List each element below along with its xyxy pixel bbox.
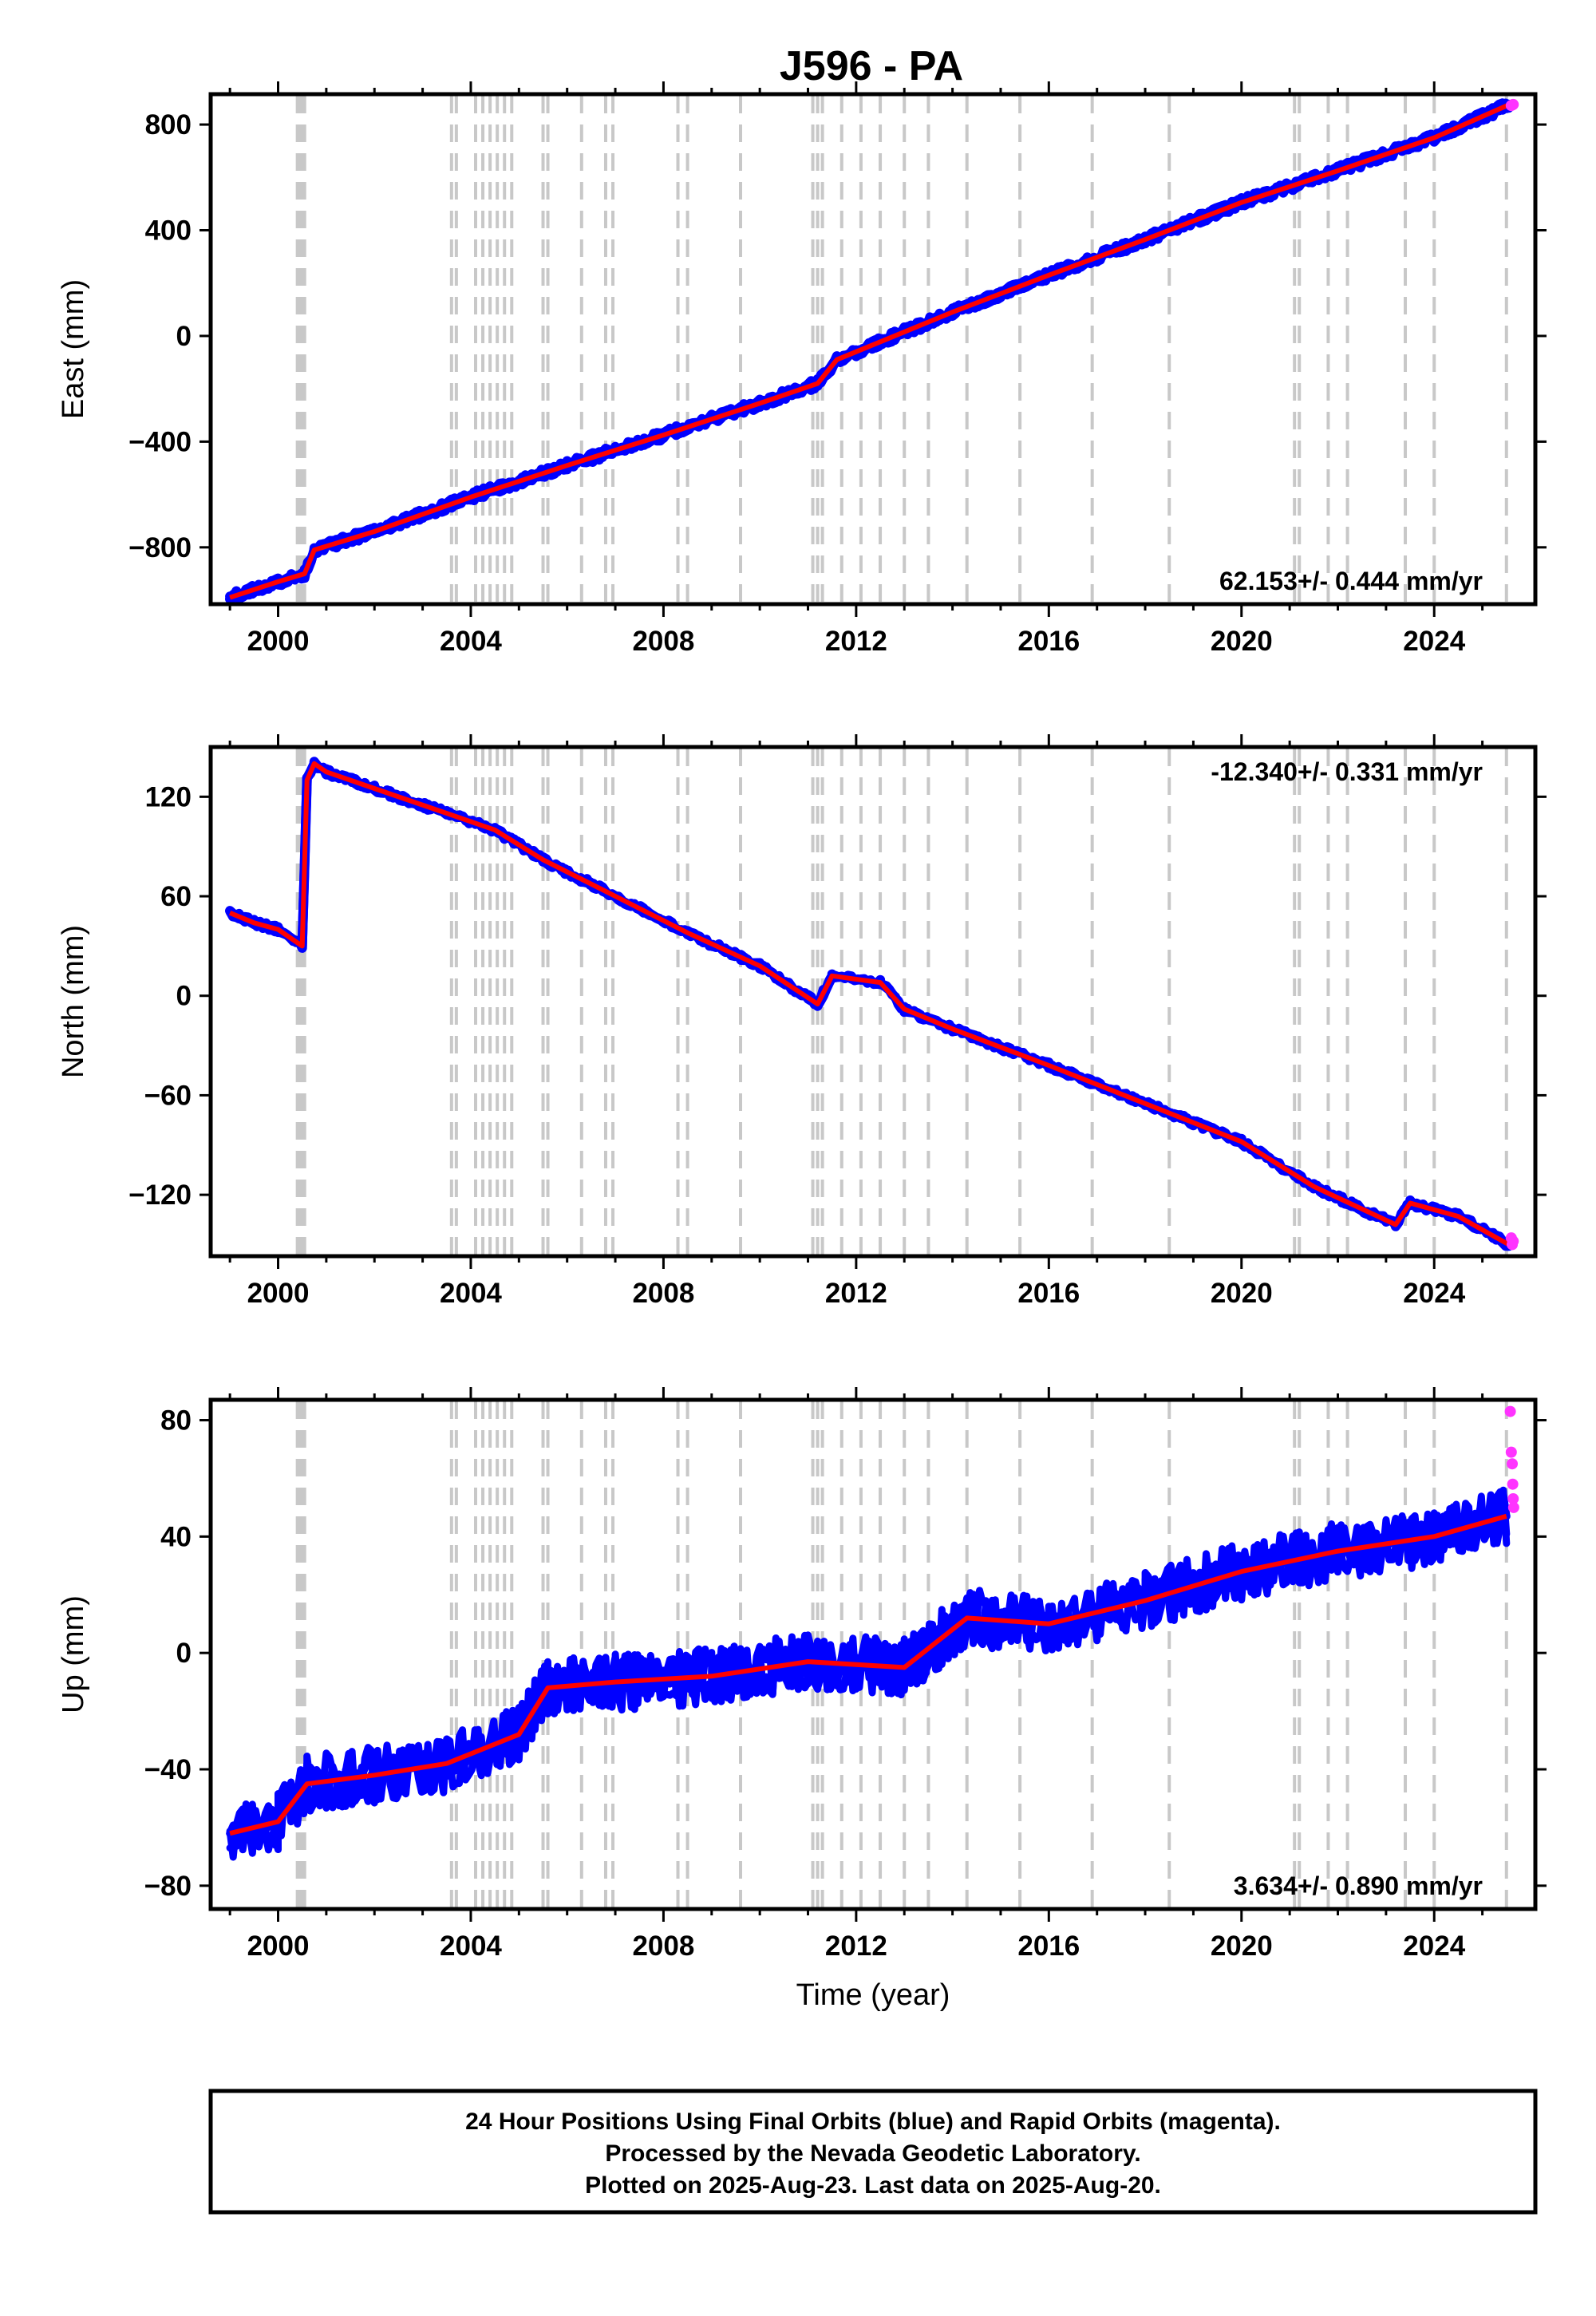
north-final-orbit-series xyxy=(225,757,1514,1251)
footer-line-3: Plotted on 2025-Aug-23. Last data on 202… xyxy=(585,2172,1161,2199)
east-ytick-label: 0 xyxy=(176,321,192,352)
east-xtick-label: 2020 xyxy=(1211,626,1273,657)
up-ytick-label: 0 xyxy=(176,1638,192,1669)
north-ytick-label: 120 xyxy=(145,781,192,812)
east-rate-text: 62.153+/- 0.444 mm/yr xyxy=(1219,567,1483,595)
east-ytick-label: −400 xyxy=(128,426,192,457)
up-rapid-orbit-point xyxy=(1505,1446,1517,1458)
north-xtick-label: 2008 xyxy=(632,1278,694,1309)
north-plot-frame xyxy=(208,745,1538,1259)
east-trend-line xyxy=(229,102,1511,600)
east-xtick-label: 2012 xyxy=(825,626,887,657)
north-ytick-label: 60 xyxy=(160,881,192,912)
up-xtick-label: 2024 xyxy=(1403,1931,1465,1962)
up-rapid-orbit-point xyxy=(1507,1501,1519,1513)
up-xtick-label: 2008 xyxy=(632,1931,694,1962)
north-ytick-label: −60 xyxy=(144,1080,192,1111)
up-xtick-label: 2020 xyxy=(1211,1931,1273,1962)
up-xtick-label: 2004 xyxy=(440,1931,502,1962)
east-plot-frame xyxy=(208,92,1538,607)
east-ylabel: East (mm) xyxy=(57,279,90,419)
up-final-orbit-series xyxy=(226,1488,1511,1861)
north-ytick-label: −120 xyxy=(128,1180,192,1211)
east-xtick-label: 2008 xyxy=(632,626,694,657)
north-final-orbit-series xyxy=(225,757,1514,1249)
footer-line-1: 24 Hour Positions Using Final Orbits (bl… xyxy=(465,2109,1281,2135)
up-xtick-label: 2012 xyxy=(825,1931,887,1962)
north-xtick-label: 2000 xyxy=(247,1278,310,1309)
east-ytick-label: 400 xyxy=(145,215,192,247)
north-rapid-orbit-point xyxy=(1507,1235,1519,1247)
north-rate-text: -12.340+/- 0.331 mm/yr xyxy=(1211,757,1483,786)
east-ytick-label: −800 xyxy=(128,532,192,563)
up-xtick-label: 2016 xyxy=(1017,1931,1080,1962)
north-ylabel: North (mm) xyxy=(57,925,90,1078)
east-ytick-label: 800 xyxy=(145,109,192,140)
up-rapid-orbit-point xyxy=(1507,1478,1519,1490)
east-rapid-orbit-point xyxy=(1507,98,1519,110)
north-xtick-label: 2024 xyxy=(1403,1278,1465,1309)
up-panel: 80 40 0 −40 −80 2000 2004 2008 2012 2016 2020 2024 U… xyxy=(57,1387,1547,2012)
north-xtick-label: 2016 xyxy=(1017,1278,1080,1309)
x-axis-label: Time (year) xyxy=(796,1978,950,2012)
north-xtick-label: 2004 xyxy=(440,1278,502,1309)
up-rate-text: 3.634+/- 0.890 mm/yr xyxy=(1234,1871,1483,1900)
east-panel: 800 400 0 −400 −800 2000 2004 2008 2012 2016 2020 2… xyxy=(57,81,1547,657)
up-trend-line xyxy=(229,1513,1507,1836)
up-ylabel: Up (mm) xyxy=(57,1595,90,1713)
east-xtick-label: 2016 xyxy=(1017,626,1080,657)
up-ytick-label: −80 xyxy=(144,1871,192,1902)
north-xtick-label: 2020 xyxy=(1211,1278,1273,1309)
up-ytick-label: −40 xyxy=(144,1754,192,1785)
up-plot-frame xyxy=(208,1397,1538,1911)
north-xtick-label: 2012 xyxy=(825,1278,887,1309)
up-xtick-label: 2000 xyxy=(247,1931,310,1962)
north-panel: 120 60 0 −60 −120 2000 2004 2008 2012 2016 2020 202… xyxy=(57,734,1547,1309)
footer-line-2: Processed by the Nevada Geodetic Laborat… xyxy=(605,2140,1140,2167)
footer-box: 24 Hour Positions Using Final Orbits (bl… xyxy=(208,2089,1538,2215)
chart-title: J596 - PA xyxy=(780,43,963,89)
up-ytick-label: 80 xyxy=(160,1405,192,1437)
east-xtick-label: 2004 xyxy=(440,626,502,657)
north-ytick-label: 0 xyxy=(176,981,192,1012)
up-rapid-orbit-point xyxy=(1504,1405,1516,1417)
up-ytick-label: 40 xyxy=(160,1521,192,1552)
up-rapid-orbit-point xyxy=(1507,1492,1519,1504)
up-rapid-orbit-point xyxy=(1507,1458,1519,1470)
east-xtick-label: 2000 xyxy=(247,626,310,657)
north-trend-line xyxy=(228,761,1511,1247)
east-xtick-label: 2024 xyxy=(1403,626,1465,657)
